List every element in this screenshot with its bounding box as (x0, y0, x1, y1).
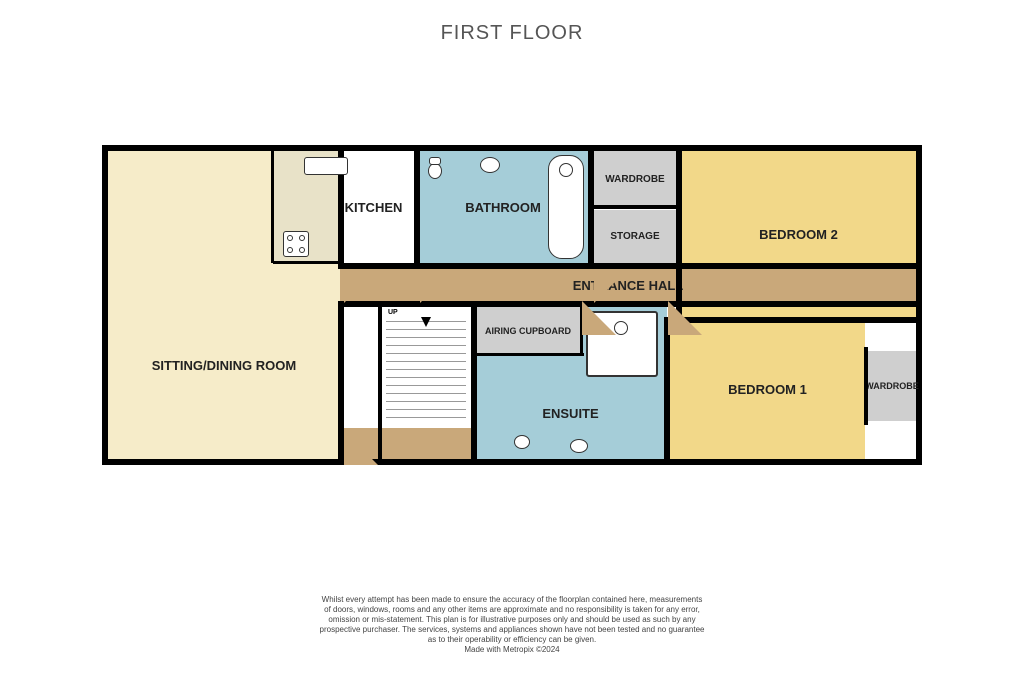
bathtub-tap-icon (559, 163, 573, 177)
toilet-icon (514, 435, 530, 449)
wall (471, 304, 477, 462)
floorplan-canvas: FIRST FLOOR SITTING/DINING ROOM KITCHEN BA… (0, 0, 1024, 675)
room-label: BEDROOM 1 (728, 382, 807, 397)
shower-head-icon (614, 321, 628, 335)
wall (667, 317, 919, 323)
stair-tread (386, 377, 466, 378)
wall (676, 151, 682, 267)
hob-burner-icon (299, 247, 305, 253)
wall (474, 353, 584, 356)
room-label: BEDROOM 2 (759, 227, 838, 242)
room-label: BATHROOM (465, 200, 541, 215)
wall (864, 347, 868, 425)
room-storage: STORAGE (592, 210, 678, 263)
wall (338, 263, 918, 269)
wall (588, 151, 594, 267)
room-label: AIRING CUPBOARD (485, 326, 571, 336)
stair-arrow-icon (421, 317, 431, 327)
wall (338, 301, 918, 307)
room-wardrobe-top: WARDROBE (592, 151, 678, 207)
stair-tread (386, 353, 466, 354)
wall (592, 205, 678, 209)
stair-tread (386, 417, 466, 418)
wall (414, 151, 420, 267)
stair-tread (386, 337, 466, 338)
room-label: WARDROBE (865, 381, 919, 391)
toilet-tank-icon (429, 157, 441, 165)
wall (378, 304, 382, 462)
stair-tread (386, 361, 466, 362)
room-airing: AIRING CUPBOARD (474, 307, 582, 355)
sink-icon (570, 439, 588, 453)
disclaimer-text: Whilst every attempt has been made to en… (0, 595, 1024, 655)
toilet-icon (428, 163, 442, 179)
wall (338, 301, 344, 461)
stair-tread (386, 345, 466, 346)
stair-tread (386, 393, 466, 394)
room-label: ENSUITE (542, 406, 598, 421)
stair-tread (386, 329, 466, 330)
room-bedroom1: BEDROOM 1 (670, 320, 865, 459)
sink-icon (480, 157, 500, 173)
room-wardrobe-side: WARDROBE (868, 351, 916, 421)
floor-title: FIRST FLOOR (0, 0, 1024, 45)
stair-tread (386, 385, 466, 386)
stair-tread (386, 409, 466, 410)
wall (273, 261, 343, 264)
room-label: ENTRANCE HALL (573, 278, 684, 293)
wall (664, 317, 670, 462)
room-label: KITCHEN (345, 200, 403, 215)
room-label: SITTING/DINING ROOM (152, 358, 296, 373)
hob-burner-icon (299, 235, 305, 241)
room-label: STORAGE (610, 231, 659, 242)
kitchen-sink-icon (304, 157, 348, 175)
wall (271, 151, 274, 263)
room-label: WARDROBE (605, 174, 664, 185)
hob-burner-icon (287, 235, 293, 241)
stair-tread (386, 401, 466, 402)
stair-up-label: UP (388, 309, 398, 316)
hob-burner-icon (287, 247, 293, 253)
stair-tread (386, 369, 466, 370)
floor-plan: SITTING/DINING ROOM KITCHEN BATHROOM WARDRO… (102, 145, 922, 465)
